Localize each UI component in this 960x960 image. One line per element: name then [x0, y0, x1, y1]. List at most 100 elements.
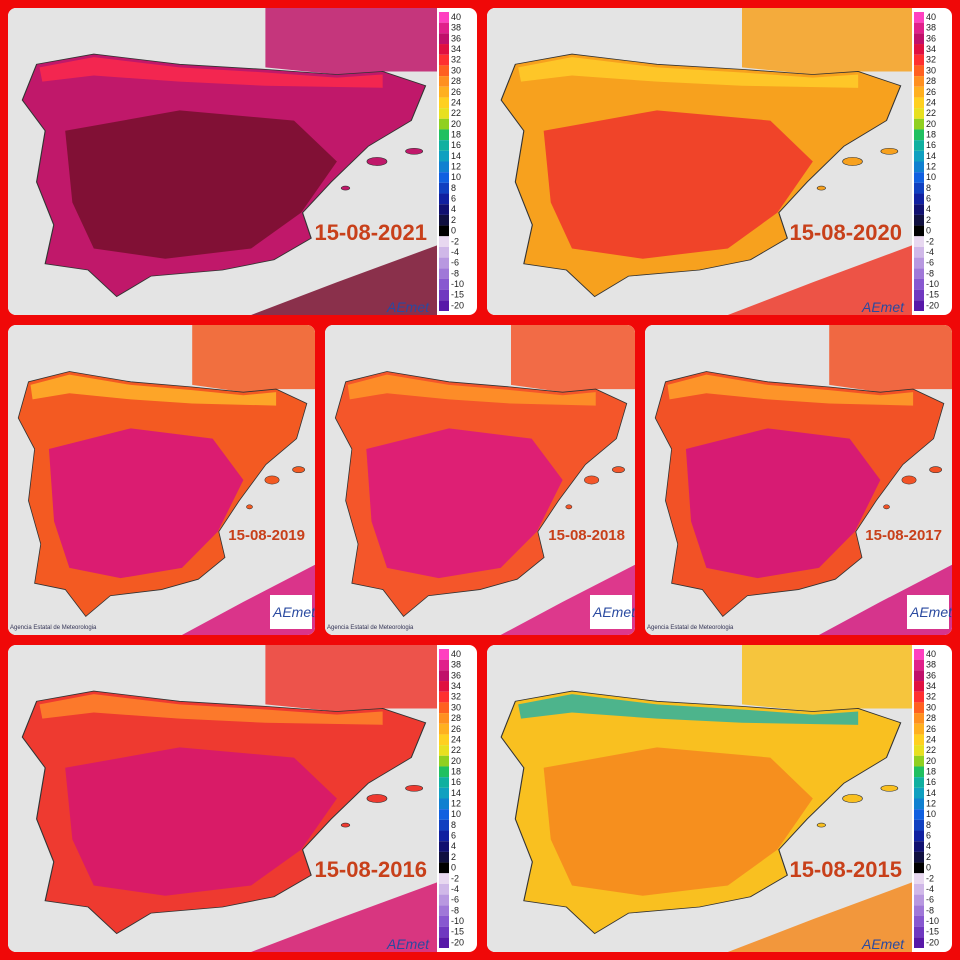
legend-label: 28	[451, 76, 461, 86]
north-coast	[667, 374, 914, 406]
legend-swatch	[439, 161, 449, 173]
island	[340, 185, 351, 191]
legend-swatch	[914, 33, 924, 45]
legend-swatch	[914, 278, 924, 290]
legend-swatch	[914, 44, 924, 55]
legend-label: -20	[451, 300, 464, 310]
legend-label: 20	[451, 119, 461, 129]
legend-label: 34	[451, 44, 461, 54]
legend-swatch	[439, 140, 449, 151]
legend-swatch	[914, 118, 924, 130]
legend-swatch	[439, 873, 449, 884]
legend-swatch	[439, 766, 449, 778]
legend-label: 38	[451, 660, 461, 670]
logo-box	[590, 595, 632, 629]
legend-swatch	[914, 787, 924, 799]
legend-swatch	[439, 182, 449, 194]
legend-label: 24	[926, 97, 936, 107]
legend-label: 30	[451, 702, 461, 712]
france	[265, 645, 437, 712]
legend-swatch	[439, 300, 449, 311]
legend-swatch	[914, 883, 924, 895]
legend-swatch	[439, 204, 449, 215]
legend-label: -20	[926, 300, 939, 310]
legend-swatch	[914, 150, 924, 162]
north-coast	[518, 694, 859, 725]
legend-swatch	[439, 734, 449, 746]
legend-swatch	[439, 659, 449, 671]
north-coast	[518, 57, 859, 88]
legend-swatch	[439, 129, 449, 141]
legend-label: -2	[451, 236, 459, 246]
legend-label: 34	[926, 681, 936, 691]
legend-label: -10	[926, 916, 939, 926]
agency: Agencia Estatal de Meteorologia	[327, 625, 414, 631]
island	[340, 822, 351, 828]
legend-label: 40	[451, 12, 461, 22]
legend-label: -10	[926, 279, 939, 289]
legend-swatch	[439, 713, 449, 724]
legend-swatch	[914, 905, 924, 916]
legend-label: 28	[926, 76, 936, 86]
legend-label: 38	[451, 23, 461, 33]
legend-label: 12	[451, 162, 461, 172]
map	[8, 645, 437, 952]
legend-label: 14	[926, 151, 936, 161]
island	[292, 466, 306, 474]
legend-label: 28	[926, 713, 936, 723]
island	[816, 185, 826, 191]
legend-swatch	[914, 862, 924, 874]
hot-region	[543, 747, 813, 896]
north-coast	[30, 374, 277, 406]
overlay: 15-08-2021403836343230282624222018161412…	[314, 12, 464, 315]
legend-swatch	[439, 65, 449, 77]
map-panel: 15-08-2018 AEmet Agencia Estatal de Meteor…	[325, 325, 635, 635]
legend-label: 16	[451, 777, 461, 787]
logo: AEmet	[861, 936, 905, 952]
legend-swatch	[914, 22, 924, 34]
hot-region	[366, 428, 563, 579]
legend-swatch	[914, 257, 924, 269]
legend-swatch	[914, 681, 924, 692]
date-label: 15-08-2018	[548, 527, 625, 544]
legend-swatch	[914, 140, 924, 151]
legend-label: 22	[926, 745, 936, 755]
legend-label: 6	[451, 831, 456, 841]
legend-swatch	[914, 289, 924, 301]
legend-label: 20	[451, 756, 461, 766]
legend-label: 0	[451, 863, 456, 873]
agency: Agencia Estatal de Meteorologia	[647, 625, 734, 631]
legend-label: 32	[926, 55, 936, 65]
legend-swatch	[439, 670, 449, 682]
legend-swatch	[439, 54, 449, 66]
legend-label: 32	[451, 692, 461, 702]
legend-label: 12	[926, 162, 936, 172]
date-label: 15-08-2020	[789, 220, 902, 245]
legend-label: 40	[926, 649, 936, 659]
legend-label: 4	[451, 841, 456, 851]
island	[883, 504, 890, 510]
legend-swatch	[439, 809, 449, 820]
legend-label: 16	[926, 777, 936, 787]
legend-label: 0	[926, 863, 931, 873]
legend-swatch	[439, 937, 449, 948]
map	[8, 325, 315, 635]
legend-swatch	[914, 204, 924, 215]
legend-label: -2	[926, 236, 934, 246]
island	[366, 157, 388, 166]
north-coast	[347, 374, 596, 406]
legend-label: 20	[926, 119, 936, 129]
island	[565, 504, 573, 510]
legend-swatch	[914, 649, 924, 660]
legend-label: 36	[451, 670, 461, 680]
legend-swatch	[439, 691, 449, 703]
legend-label: 22	[451, 108, 461, 118]
legend-label: -15	[926, 290, 939, 300]
legend-label: -20	[926, 937, 939, 947]
legend-label: -15	[451, 927, 464, 937]
legend-swatch	[914, 54, 924, 66]
legend-swatch	[914, 129, 924, 141]
legend-swatch	[914, 65, 924, 77]
legend-swatch	[914, 300, 924, 311]
france	[829, 325, 952, 393]
